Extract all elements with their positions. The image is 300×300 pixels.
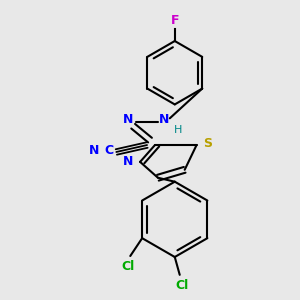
Text: C: C [105,143,114,157]
Text: N: N [159,113,169,126]
Text: S: S [203,136,212,150]
Text: Cl: Cl [175,279,188,292]
Text: H: H [174,125,182,135]
Text: N: N [89,143,100,157]
Text: N: N [123,155,133,168]
Text: N: N [123,113,134,126]
Text: Cl: Cl [122,260,135,273]
Text: F: F [170,14,179,27]
